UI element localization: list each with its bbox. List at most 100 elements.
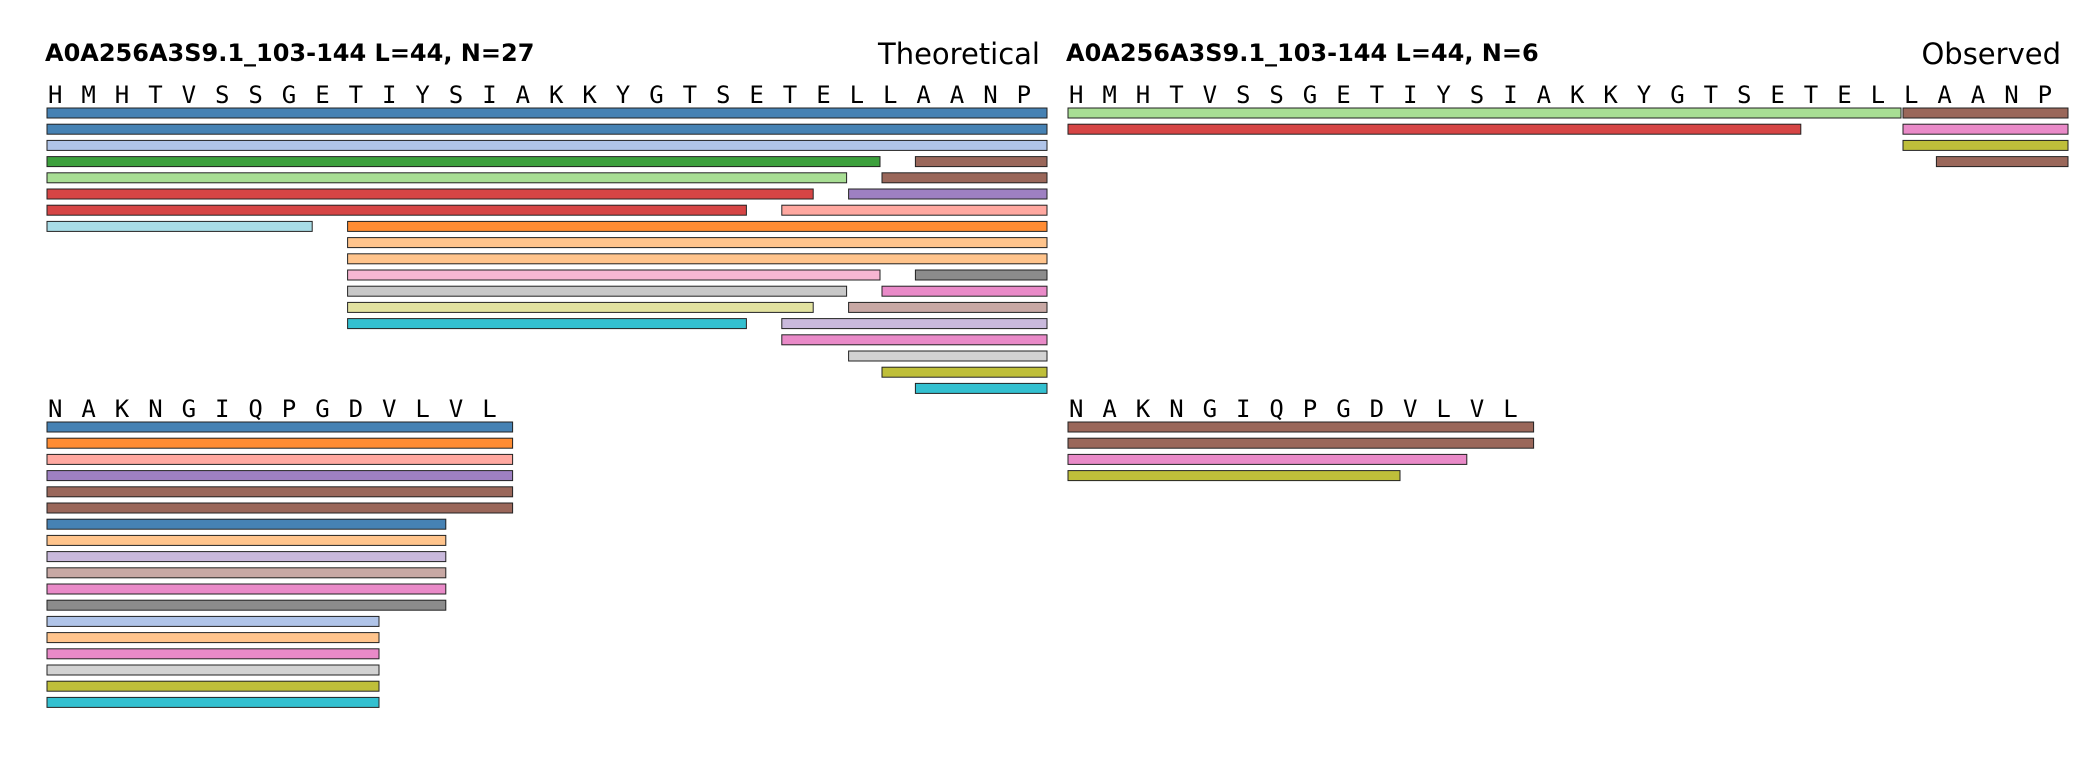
theoretical-peptide-bar — [46, 470, 514, 482]
theoretical-residue-30: P — [1017, 81, 1031, 109]
theoretical-residue-9: E — [315, 81, 329, 109]
observed-residue-29: N — [2004, 81, 2018, 109]
theoretical-peptide-bar — [46, 502, 514, 514]
theoretical-peptide-bar — [914, 156, 1048, 168]
theoretical-peptide-bar — [914, 269, 1048, 281]
observed-residue-20: T — [1704, 81, 1718, 109]
observed-residue-9: E — [1336, 81, 1350, 109]
theoretical-peptide-bar — [46, 567, 447, 579]
observed-residue-39: G — [1336, 395, 1350, 423]
theoretical-residue-28: A — [950, 81, 965, 109]
theoretical-peptide-bar — [347, 301, 814, 313]
observed-residue-26: L — [1904, 81, 1918, 109]
theoretical-residue-16: K — [549, 81, 564, 109]
theoretical-residue-44: L — [482, 395, 496, 423]
observed-residue-5: V — [1203, 81, 1217, 109]
theoretical-residue-31: N — [48, 395, 62, 423]
observed-residue-40: D — [1370, 395, 1384, 423]
theoretical-residue-26: L — [883, 81, 897, 109]
observed-panel-label: Observed — [1921, 37, 2061, 71]
theoretical-peptide-bar — [46, 632, 380, 644]
theoretical-residue-13: S — [449, 81, 463, 109]
theoretical-peptide-bar — [46, 664, 380, 676]
observed-residue-16: K — [1570, 81, 1585, 109]
theoretical-peptide-bar — [46, 204, 747, 216]
observed-peptide-bar — [1067, 107, 1902, 119]
observed-residue-11: I — [1403, 81, 1417, 109]
theoretical-residue-18: Y — [616, 81, 631, 109]
observed-residue-19: G — [1670, 81, 1684, 109]
theoretical-peptide-bar — [46, 139, 1048, 151]
observed-residue-4: T — [1169, 81, 1183, 109]
observed-residue-10: T — [1370, 81, 1384, 109]
theoretical-peptide-bar — [781, 204, 1048, 216]
observed-residue-23: T — [1804, 81, 1818, 109]
observed-peptide-bar — [1067, 470, 1401, 482]
theoretical-peptide-bar — [46, 437, 514, 449]
theoretical-residue-22: E — [749, 81, 763, 109]
observed-residue-28: A — [1971, 81, 1986, 109]
theoretical-residue-34: N — [148, 395, 162, 423]
theoretical-peptide-bar — [347, 285, 848, 297]
theoretical-peptide-bar — [46, 172, 848, 184]
theoretical-peptide-bar — [914, 382, 1048, 394]
theoretical-residue-40: D — [349, 395, 363, 423]
theoretical-peptide-bar — [46, 156, 881, 168]
theoretical-panel-title: A0A256A3S9.1_103-144 L=44, N=27 — [45, 39, 534, 67]
theoretical-residue-5: V — [182, 81, 196, 109]
theoretical-residue-25: L — [850, 81, 864, 109]
theoretical-peptide-bar — [46, 551, 447, 563]
observed-residue-34: N — [1169, 395, 1183, 423]
theoretical-peptide-bar — [781, 334, 1048, 346]
observed-residue-38: P — [1303, 395, 1317, 423]
theoretical-peptide-bar — [46, 599, 447, 611]
theoretical-residue-6: S — [215, 81, 229, 109]
theoretical-residue-17: K — [582, 81, 597, 109]
theoretical-peptide-bar — [347, 253, 1048, 265]
theoretical-residue-19: G — [649, 81, 663, 109]
theoretical-residue-1: H — [48, 81, 62, 109]
theoretical-residue-33: K — [115, 395, 130, 423]
observed-peptide-bar — [1067, 437, 1535, 449]
theoretical-peptide-bar — [46, 696, 380, 708]
observed-peptide-bar — [1902, 139, 2069, 151]
observed-residue-7: S — [1269, 81, 1283, 109]
theoretical-peptide-bar — [46, 453, 514, 465]
theoretical-peptide-bar — [46, 107, 1048, 119]
observed-residue-25: L — [1871, 81, 1885, 109]
observed-peptide-bar — [1067, 421, 1535, 433]
theoretical-residue-23: T — [783, 81, 797, 109]
sequence-residues: H M H T V S S G E T I Y S I A K K Y G T S E T E L L A A N PN A K N G I Q P G D… — [48, 81, 2052, 423]
theoretical-residue-10: T — [349, 81, 363, 109]
observed-residue-12: Y — [1436, 81, 1451, 109]
observed-residue-2: M — [1102, 81, 1116, 109]
theoretical-peptide-bar — [46, 680, 380, 692]
observed-residue-27: A — [1937, 81, 1952, 109]
theoretical-peptide-bar — [46, 583, 447, 595]
theoretical-residue-8: G — [282, 81, 296, 109]
observed-residue-30: P — [2038, 81, 2052, 109]
observed-peptide-bar — [1935, 156, 2069, 168]
theoretical-peptide-bar — [46, 518, 447, 530]
observed-peptide-bar — [1902, 107, 2069, 119]
theoretical-peptide-bar — [848, 350, 1048, 362]
observed-residue-35: G — [1203, 395, 1217, 423]
observed-residue-42: L — [1436, 395, 1450, 423]
theoretical-peptide-bar — [46, 188, 814, 200]
theoretical-residue-12: Y — [415, 81, 430, 109]
theoretical-residue-38: P — [282, 395, 296, 423]
theoretical-peptide-bar — [46, 220, 313, 232]
observed-peptide-bar — [1902, 123, 2069, 135]
theoretical-residue-27: A — [916, 81, 931, 109]
theoretical-residue-11: I — [382, 81, 396, 109]
observed-residue-24: E — [1837, 81, 1851, 109]
theoretical-peptide-bar — [848, 301, 1048, 313]
observed-residue-22: E — [1770, 81, 1784, 109]
observed-residue-21: S — [1737, 81, 1751, 109]
observed-residue-6: S — [1236, 81, 1250, 109]
theoretical-peptide-bar — [881, 366, 1048, 378]
theoretical-residue-37: Q — [248, 395, 262, 423]
theoretical-residue-43: V — [449, 395, 463, 423]
theoretical-residue-42: L — [415, 395, 429, 423]
theoretical-panel-label: Theoretical — [877, 37, 1040, 71]
